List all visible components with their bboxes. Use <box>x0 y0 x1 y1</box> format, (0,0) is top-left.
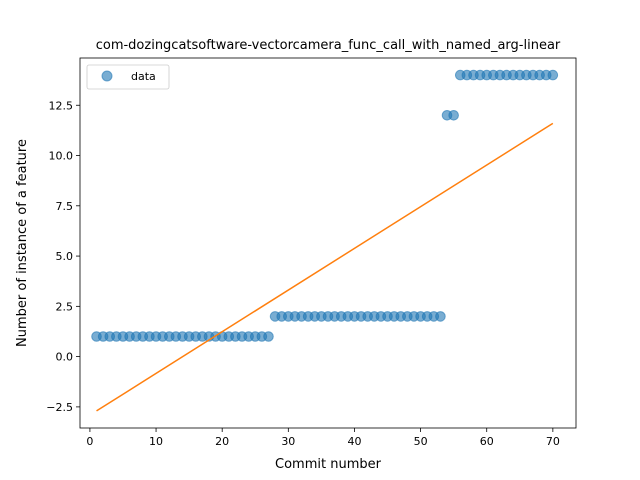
legend-label-data: data <box>131 70 156 83</box>
y-axis: −2.5 0.0 2.5 5.0 7.5 10.0 12.5 <box>46 99 80 414</box>
legend-box <box>86 64 170 90</box>
y-tick-label: 7.5 <box>56 200 74 213</box>
x-tick-label: 10 <box>149 435 163 448</box>
x-tick-label: 20 <box>215 435 229 448</box>
data-point <box>547 69 559 81</box>
legend: data <box>86 64 170 90</box>
data-point <box>263 331 274 342</box>
x-tick-label: 70 <box>546 435 560 448</box>
x-tick-label: 50 <box>414 435 428 448</box>
x-tick-label: 40 <box>347 435 361 448</box>
legend-marker-data <box>101 70 113 82</box>
y-axis-label: Number of instance of a feature <box>15 139 30 347</box>
y-tick-label: 2.5 <box>56 300 74 313</box>
y-tick-label: 10.0 <box>49 150 74 163</box>
x-tick-label: 30 <box>281 435 295 448</box>
fit-line <box>96 122 554 412</box>
y-tick-label: 12.5 <box>49 99 74 112</box>
data-point <box>448 110 459 121</box>
y-tick-label: 0.0 <box>56 351 74 364</box>
y-tick-label: −2.5 <box>46 401 73 414</box>
x-tick-label: 0 <box>86 435 93 448</box>
x-axis: 0 10 20 30 40 50 60 70 <box>86 428 560 448</box>
x-axis-label: Commit number <box>275 457 382 472</box>
axes-frame <box>79 57 577 429</box>
chart-title: com-dozingcatsoftware-vectorcamera_func_… <box>96 38 561 53</box>
x-tick-label: 60 <box>480 435 494 448</box>
plot-area <box>91 69 559 412</box>
data-point <box>435 311 446 322</box>
y-tick-label: 5.0 <box>56 250 74 263</box>
